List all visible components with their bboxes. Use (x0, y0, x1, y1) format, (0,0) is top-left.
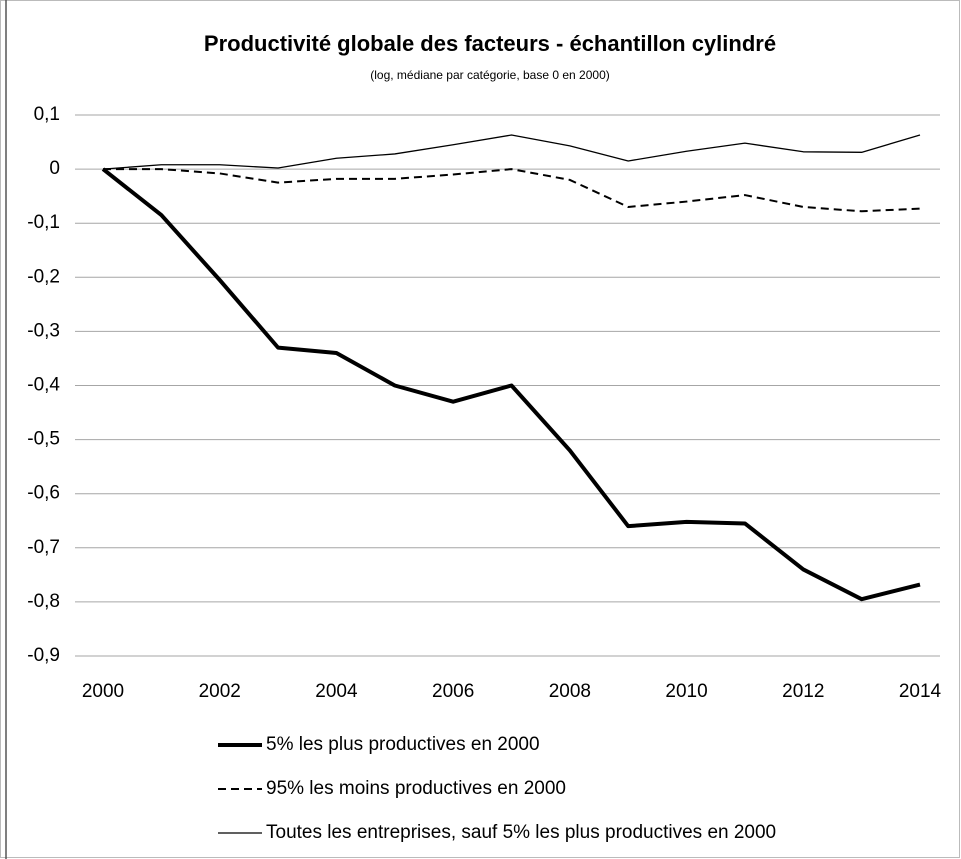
line-series (103, 168, 921, 213)
chart-subtitle: (log, médiane par catégorie, base 0 en 2… (370, 68, 610, 82)
x-tick-label: 2006 (432, 681, 474, 702)
y-tick-label: -0,4 (27, 375, 60, 396)
y-tick-label: 0,1 (34, 104, 60, 125)
line-series (101, 167, 921, 602)
line-series (102, 134, 921, 170)
y-tick-label: -0,7 (27, 537, 60, 558)
legend-label: 95% les moins productives en 2000 (266, 778, 566, 799)
legend-label: 5% les plus productives en 2000 (266, 734, 540, 755)
y-tick-label: -0,3 (27, 320, 60, 341)
chart-title: Productivité globale des facteurs - écha… (204, 31, 776, 56)
x-tick-label: 2008 (549, 681, 591, 702)
y-tick-label: -0,1 (27, 212, 60, 233)
x-tick-label: 2002 (199, 681, 241, 702)
y-tick-label: -0,5 (27, 429, 60, 450)
y-tick-label: -0,2 (27, 266, 60, 287)
y-tick-label: -0,8 (27, 591, 60, 612)
legend-label: Toutes les entreprises, sauf 5% les plus… (266, 822, 776, 843)
y-tick-label: 0 (49, 158, 60, 179)
x-tick-label: 2004 (315, 681, 358, 702)
x-tick-label: 2014 (899, 681, 942, 702)
y-tick-label: -0,9 (27, 645, 60, 666)
x-tick-label: 2000 (82, 681, 124, 702)
x-tick-label: 2012 (782, 681, 824, 702)
x-tick-label: 2010 (665, 681, 707, 702)
y-tick-label: -0,6 (27, 483, 60, 504)
